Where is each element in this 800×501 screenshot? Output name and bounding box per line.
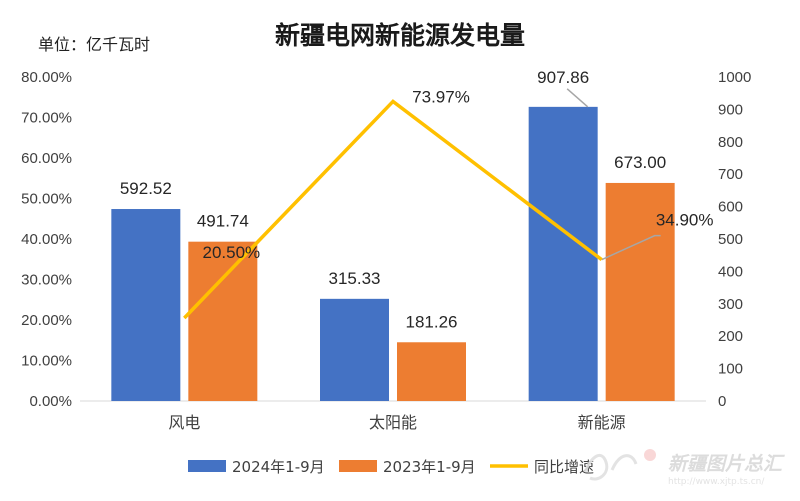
bar-data-label: 315.33 <box>329 269 381 288</box>
legend-swatch <box>339 460 377 472</box>
bar-data-label: 907.86 <box>537 68 589 87</box>
line-data-label: 20.50% <box>202 243 260 262</box>
left-axis-tick-label: 50.00% <box>21 191 72 208</box>
right-axis-tick-label: 200 <box>718 328 743 345</box>
right-axis-tick-label: 400 <box>718 263 743 280</box>
right-axis-tick-label: 800 <box>718 134 743 151</box>
watermark: 新疆图片总汇 http://www.xjtp.ts.cn/ <box>583 449 785 487</box>
bar-2023 <box>605 182 675 401</box>
left-axis-tick-label: 60.00% <box>21 150 72 167</box>
left-axis-tick-label: 10.00% <box>21 353 72 370</box>
right-axis-tick-label: 500 <box>718 231 743 248</box>
category-label: 风电 <box>168 413 200 432</box>
category-label: 太阳能 <box>369 413 417 432</box>
left-axis-tick-label: 80.00% <box>21 69 72 86</box>
watermark-dot-icon <box>644 449 656 461</box>
unit-label: 单位：亿千瓦时 <box>38 35 150 54</box>
legend-label: 同比增速 <box>534 458 594 476</box>
legend-swatch <box>188 460 226 472</box>
category-label: 新能源 <box>578 413 626 432</box>
data-label-leader-line <box>566 88 589 108</box>
bar-2024 <box>528 106 598 401</box>
left-axis-tick-label: 40.00% <box>21 231 72 248</box>
right-axis-tick-label: 700 <box>718 166 743 183</box>
left-axis-tick-label: 30.00% <box>21 272 72 289</box>
left-axis-tick-label: 0.00% <box>29 393 72 410</box>
right-axis-tick-label: 600 <box>718 199 743 216</box>
legend-label: 2024年1-9月 <box>232 458 325 476</box>
right-axis-tick-label: 0 <box>718 393 726 410</box>
right-axis-tick-label: 900 <box>718 101 743 118</box>
bar-data-label: 673.00 <box>614 153 666 172</box>
bar-data-label: 181.26 <box>406 312 458 331</box>
watermark-text: 新疆图片总汇 <box>668 453 785 475</box>
watermark-url: http://www.xjtp.ts.cn/ <box>668 477 765 487</box>
line-data-label: 73.97% <box>412 87 470 106</box>
left-axis-tick-label: 70.00% <box>21 110 72 127</box>
bar-data-label: 592.52 <box>120 179 172 198</box>
right-axis-tick-label: 300 <box>718 296 743 313</box>
left-axis-tick-label: 20.00% <box>21 312 72 329</box>
legend-label: 2023年1-9月 <box>383 458 476 476</box>
bar-2024 <box>111 209 181 401</box>
right-axis-tick-label: 100 <box>718 361 743 378</box>
legend-item: 2023年1-9月 <box>339 458 476 476</box>
bar-2023 <box>397 342 466 401</box>
legend-item: 2024年1-9月 <box>188 458 325 476</box>
line-data-label: 34.90% <box>656 211 714 230</box>
data-label-leader-line <box>601 234 661 261</box>
bar-data-label: 491.74 <box>197 212 249 231</box>
watermark-brush-icon <box>583 453 638 481</box>
bar-2023 <box>188 241 258 401</box>
legend-item: 同比增速 <box>490 458 594 476</box>
chart-title: 新疆电网新能源发电量 <box>275 21 525 50</box>
right-axis-tick-label: 1000 <box>718 69 751 86</box>
bar-2024 <box>320 298 389 401</box>
